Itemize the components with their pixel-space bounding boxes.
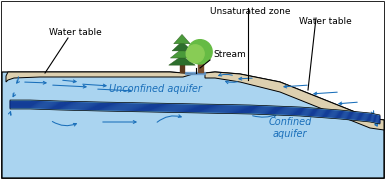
Polygon shape (2, 2, 384, 120)
Polygon shape (169, 56, 195, 65)
Text: Unsaturated zone: Unsaturated zone (210, 7, 290, 16)
Circle shape (188, 40, 212, 64)
Polygon shape (170, 49, 194, 58)
Circle shape (186, 45, 204, 63)
Text: Water table: Water table (299, 17, 351, 26)
Polygon shape (205, 72, 384, 130)
Polygon shape (172, 42, 192, 51)
Polygon shape (174, 34, 190, 44)
Polygon shape (10, 100, 380, 124)
Polygon shape (2, 72, 384, 178)
Polygon shape (6, 72, 193, 82)
Text: Confined
aquifer: Confined aquifer (268, 117, 312, 139)
Text: Unconfined aquifer: Unconfined aquifer (108, 84, 201, 94)
Text: Stream: Stream (213, 50, 246, 59)
Text: Water table: Water table (49, 28, 102, 37)
